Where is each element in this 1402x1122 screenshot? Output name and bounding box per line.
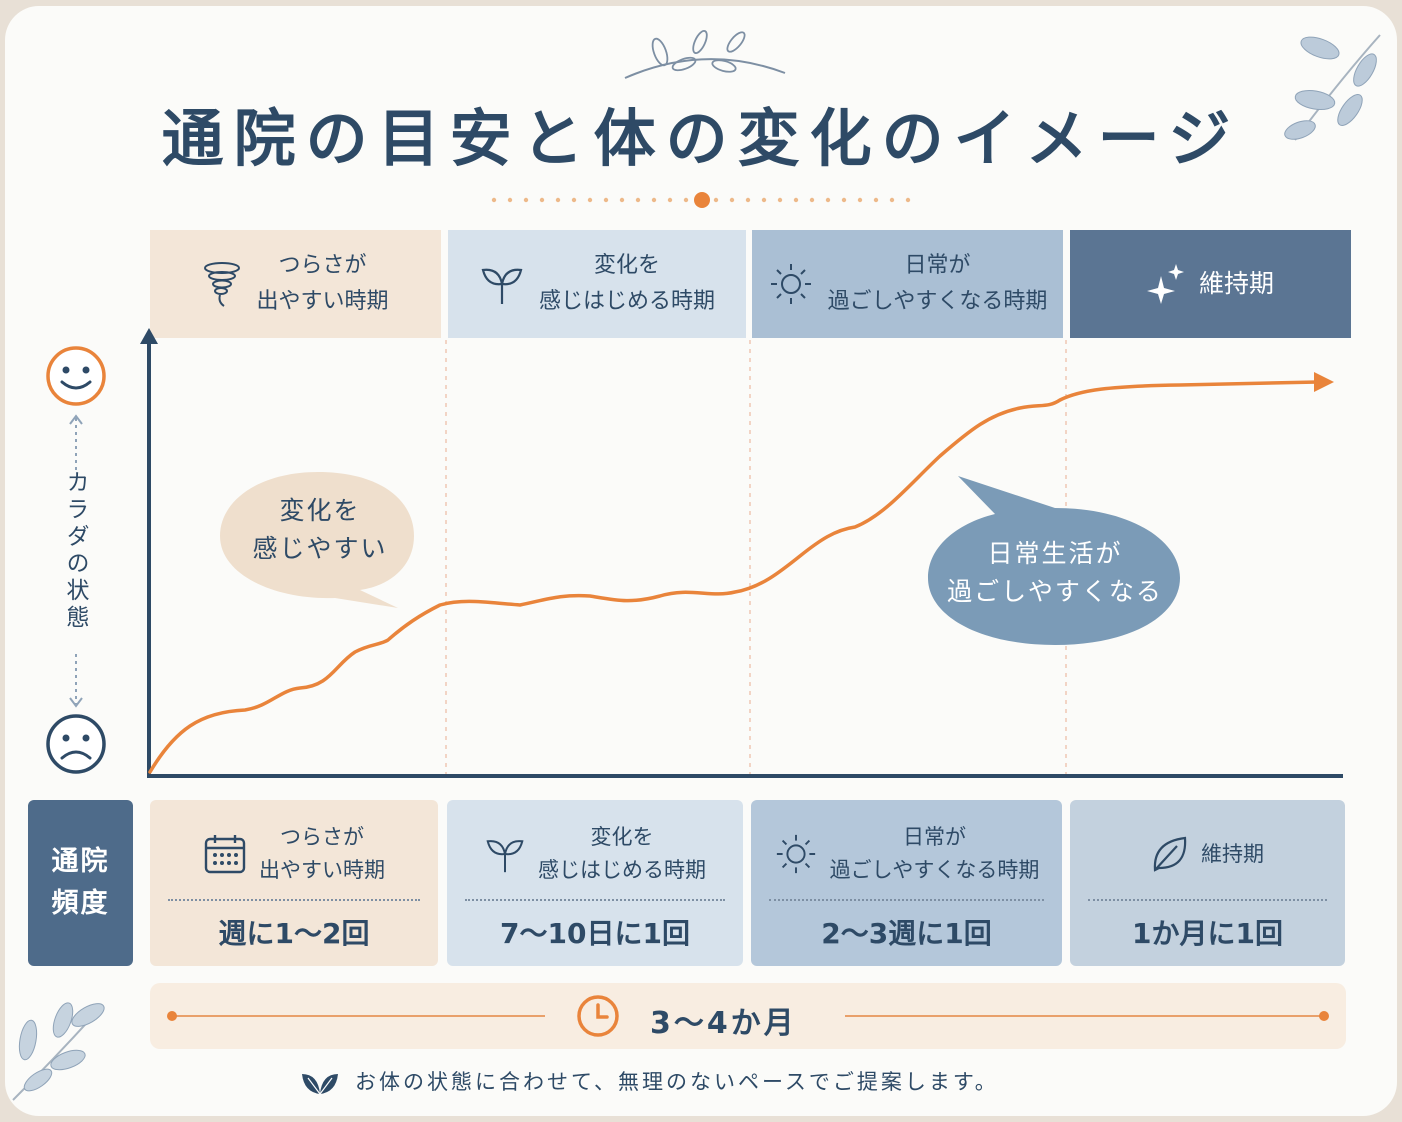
bubble-right-text: 日常生活が 過ごしやすくなる <box>947 539 1163 606</box>
sun-icon <box>768 261 814 307</box>
smile-face-icon <box>46 346 106 406</box>
bubble-left-text: 変化を 感じやすい <box>252 496 388 563</box>
sun-icon <box>774 832 818 876</box>
duration-text: 3～4か月 <box>650 1006 797 1041</box>
frequency-cell-4: 維持期 1か月に1回 <box>1070 800 1345 966</box>
phase-header-2: 変化を 感じはじめる時期 <box>448 230 746 338</box>
footer-note: お体の状態に合わせて、無理のないペースでご提案します。 <box>355 1070 999 1094</box>
frequency-phase-label: 変化を 感じはじめる時期 <box>538 825 706 882</box>
branch-bottom-left-icon <box>12 1002 105 1101</box>
divider <box>769 899 1044 901</box>
y-axis-arrow-down <box>69 654 83 708</box>
frequency-cell-3: 日常が 過ごしやすくなる時期 2～3週に1回 <box>751 800 1062 966</box>
clock-icon <box>577 995 619 1037</box>
duration-line <box>167 1011 1329 1021</box>
progress-chart <box>140 328 1343 778</box>
branch-top-icon <box>624 30 786 79</box>
phase-label: つらさが 出やすい時期 <box>256 253 389 314</box>
frequency-phase-label: つらさが 出やすい時期 <box>259 825 385 882</box>
bubble-right <box>928 476 1180 645</box>
frequency-cell-2: 変化を 感じはじめる時期 7～10日に1回 <box>447 800 743 966</box>
phase-label: 変化を 感じはじめる時期 <box>538 253 715 314</box>
progress-curve <box>148 380 1320 774</box>
sad-face-icon <box>46 714 106 774</box>
frequency-value: 1か月に1回 <box>1132 917 1283 950</box>
frequency-value: 7～10日に1回 <box>500 917 690 950</box>
calendar-icon <box>203 833 247 875</box>
sparkle-icon <box>1146 264 1185 304</box>
frequency-label: 通院 頻度 <box>28 800 133 966</box>
y-axis-arrow-up <box>69 414 83 470</box>
bubble-left <box>220 472 414 608</box>
divider <box>465 899 725 901</box>
sprout-icon <box>484 834 526 874</box>
title-divider <box>491 192 911 208</box>
divider <box>1088 899 1327 901</box>
frequency-cell-1: つらさが 出やすい時期 週に1～2回 <box>150 800 438 966</box>
frequency-value: 週に1～2回 <box>218 917 370 950</box>
tornado-icon <box>202 260 242 308</box>
phase-header-1: つらさが 出やすい時期 <box>150 230 441 338</box>
branch-corner-icon <box>1284 34 1381 141</box>
divider <box>168 899 420 901</box>
phase-header-3: 日常が 過ごしやすくなる時期 <box>752 230 1063 338</box>
phase-header-4: 維持期 <box>1070 230 1351 338</box>
leaf-icon <box>1151 834 1189 874</box>
frequency-phase-label: 維持期 <box>1201 841 1264 866</box>
page-title: 通院の目安と体の変化のイメージ <box>161 102 1241 175</box>
leaves-icon <box>302 1074 338 1095</box>
phase-label: 日常が 過ごしやすくなる時期 <box>827 253 1048 314</box>
frequency-phase-label: 日常が 過ごしやすくなる時期 <box>829 825 1040 882</box>
phase-label: 維持期 <box>1198 269 1274 298</box>
frequency-value: 2～3週に1回 <box>821 917 992 950</box>
y-axis-label: カラダの状態 <box>62 470 88 632</box>
sprout-icon <box>479 262 525 306</box>
